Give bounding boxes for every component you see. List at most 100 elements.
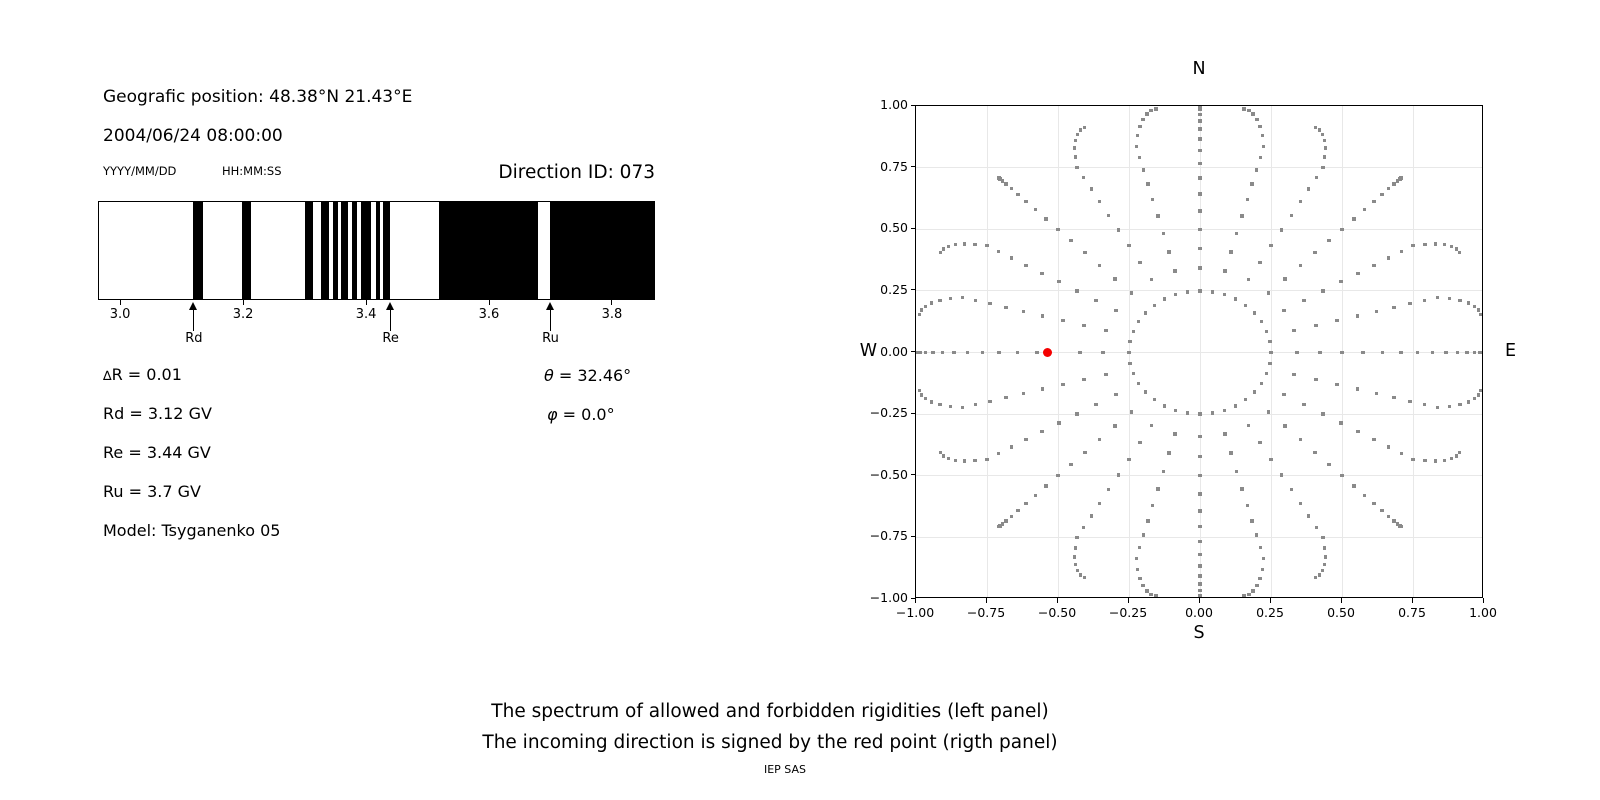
direction-dot [1392,305,1396,310]
direction-dot [1372,501,1376,506]
model-label: Model: Tsyganenko 05 [103,521,281,540]
direction-dot [1457,450,1462,455]
direction-dot [1457,250,1462,255]
rigidity-spectrum-plot [98,201,655,300]
direction-dot [1128,340,1132,344]
direction-dot [1210,290,1215,294]
scatter-y-tick-label: −0.50 [869,466,908,482]
direction-dot [1073,563,1078,567]
direction-dot [1143,311,1148,315]
direction-dot [1258,125,1262,129]
forbidden-band [333,202,339,299]
direction-dot [929,400,934,404]
direction-dot [1478,389,1482,393]
direction-dot [1283,424,1287,428]
direction-dot [997,525,1001,529]
direction-dot [1128,361,1132,365]
direction-dot [1021,391,1026,396]
scatter-x-tick-label: −0.25 [1108,605,1148,620]
rigidity-axis-tick [365,300,367,305]
direction-dot [1056,227,1060,231]
direction-dot [1057,421,1061,425]
direction-dot [1061,318,1065,323]
rigidity-axis-tick [611,300,613,305]
direction-dot [1313,250,1317,255]
direction-dot [1261,144,1266,148]
direction-dot [997,350,1001,355]
direction-dot [1261,557,1266,561]
direction-dot [1081,525,1086,530]
direction-dot [1198,474,1202,478]
direction-dot [1399,350,1403,355]
direction-dot [952,350,956,355]
direction-dot [1016,508,1020,513]
direction-dot [1292,372,1296,376]
direction-dot [1320,569,1325,573]
direction-dot [1340,227,1344,231]
direction-dot [1259,381,1264,385]
direction-dot [1198,127,1202,131]
rigidity-tick-label: 3.4 [355,307,377,322]
rigidity-tick-label: 3.8 [601,307,623,322]
grid-line-vertical [1057,106,1059,597]
theta-value-label: θ = 32.46° [544,366,632,385]
forbidden-band [549,202,654,299]
direction-dot [1476,308,1481,312]
direction-dot [1246,277,1251,282]
direction-dot [1458,402,1462,407]
rigidity-arrow-head [189,302,198,310]
direction-dot [1173,432,1177,436]
direction-dot [1387,187,1391,191]
direction-dot [1136,319,1141,324]
scatter-y-tick [910,166,915,168]
direction-dot [1198,209,1202,213]
direction-dot [1374,309,1379,314]
direction-dot [1252,390,1257,394]
direction-dot [1246,423,1251,428]
direction-dot [1075,132,1080,136]
direction-dot [1321,165,1325,170]
rigidity-arrow-line [390,309,392,331]
direction-dot [1260,134,1264,138]
direction-dot [1129,410,1133,414]
direction-dot [985,244,989,248]
direction-dot [1154,107,1158,111]
direction-dot [1282,308,1286,313]
direction-dot [1386,256,1391,260]
direction-dot [1254,533,1258,537]
direction-dot [1392,519,1396,523]
direction-dot [1399,525,1403,529]
scatter-x-tick [1198,598,1200,603]
direction-dot [1302,298,1306,303]
direction-dot [1335,318,1339,323]
direction-dot [1004,519,1008,523]
direction-dot [1210,411,1215,415]
scatter-y-tick-label: 0.25 [880,281,908,297]
caption-line-2: The incoming direction is signed by the … [482,732,1058,753]
time-format-label: HH:MM:SS [222,164,282,178]
direction-dot [1097,263,1102,268]
direction-dot [1292,328,1296,333]
direction-dot [1258,441,1262,445]
direction-dot [919,393,924,397]
direction-dot [1251,112,1255,116]
direction-dot [1016,192,1020,197]
direction-dot [1004,395,1008,400]
direction-dot [1242,107,1246,111]
direction-dot [1113,277,1117,281]
direction-dot [1466,301,1471,305]
direction-id-label: Direction ID: 073 [498,162,655,183]
direction-dot [1247,108,1251,113]
direction-dot [1134,144,1139,148]
direction-dot [1313,450,1317,455]
direction-dot [1352,484,1356,488]
direction-dot [1089,514,1093,518]
direction-dot [1477,350,1482,355]
direction-dot [965,350,970,355]
direction-dot [1075,165,1079,170]
direction-dot [1466,400,1471,404]
direction-dot [1198,588,1202,593]
direction-dot [1075,412,1079,416]
direction-dot [1318,350,1322,355]
